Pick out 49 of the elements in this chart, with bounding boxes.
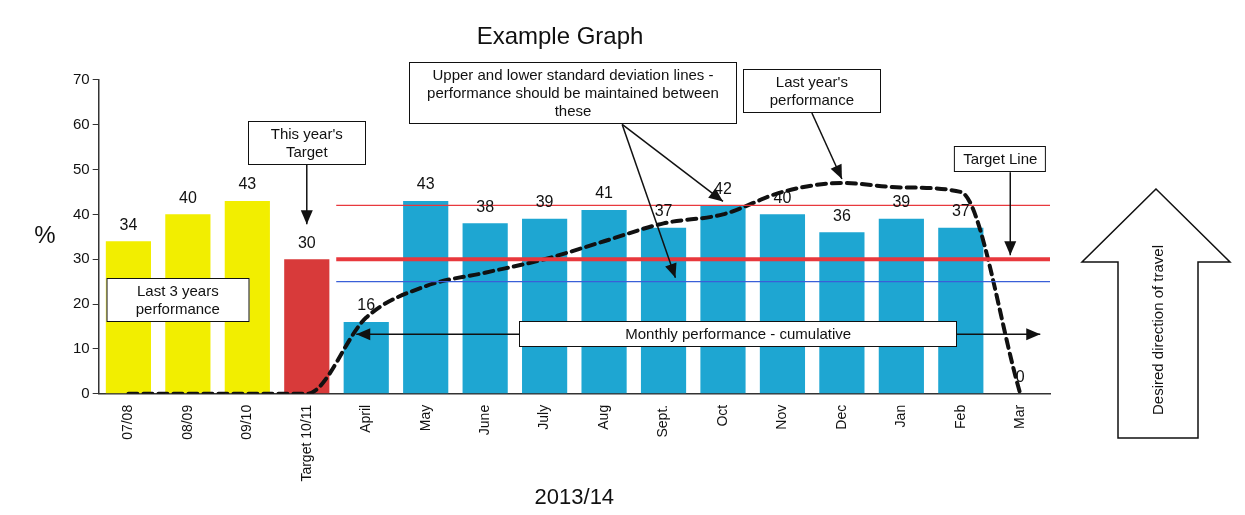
x-tick-label: Sept. [654, 404, 671, 438]
x-tick-label: Mar [1011, 404, 1028, 429]
bar [462, 223, 508, 394]
data-label: 30 [297, 233, 316, 251]
text-box: Last 3 years performance [106, 277, 250, 322]
data-label: 42 [714, 179, 732, 197]
y-tick-label: 20 [73, 294, 90, 312]
data-label: 16 [357, 296, 376, 314]
x-tick-label: May [416, 404, 433, 432]
x-tick-label: Oct [713, 404, 730, 427]
x-tick-label: Feb [951, 404, 968, 429]
y-tick-label: 0 [81, 383, 90, 401]
y-tick-label: 10 [73, 339, 90, 357]
data-label: 34 [119, 215, 138, 233]
data-label: 43 [238, 175, 257, 193]
data-label: 37 [951, 202, 970, 220]
x-tick-label: 07/08 [119, 404, 136, 440]
x-tick-label: June [476, 404, 493, 436]
bar [343, 322, 389, 394]
text-box: Upper and lower standard deviation lines - performance should be maintained between these [409, 62, 737, 125]
text-box: This year's Target [247, 120, 366, 165]
data-label: 43 [416, 175, 435, 193]
y-axis-title: % [34, 221, 56, 249]
data-label: 37 [654, 202, 673, 220]
data-label: 36 [833, 206, 851, 224]
x-tick-label: Dec [832, 404, 849, 430]
x-tick-label: Aug [594, 404, 611, 430]
data-label: 40 [178, 188, 197, 206]
x-tick-label: July [535, 404, 552, 430]
y-tick-label: 70 [73, 69, 90, 87]
bar [403, 200, 449, 394]
y-tick-label: 60 [73, 114, 90, 132]
x-tick-label: 08/09 [178, 404, 195, 440]
text-box: Last year's performance [742, 68, 881, 113]
x-tick-label: Nov [773, 404, 790, 430]
text-box: Monthly performance - cumulative [519, 321, 958, 348]
chart-title: Example Graph [476, 22, 644, 50]
x-tick-label: Jan [892, 404, 909, 428]
bar [284, 259, 330, 394]
text-box: Target Line [954, 146, 1047, 173]
y-tick-label: 30 [73, 249, 90, 267]
x-tick-label: April [357, 404, 374, 433]
y-tick-label: 50 [73, 159, 90, 177]
x-tick-label: Target 10/11 [297, 404, 314, 482]
x-tick-label: 09/10 [238, 404, 255, 440]
text: Desired direction of travel [1148, 244, 1166, 416]
x-axis-title: 2013/14 [534, 483, 615, 509]
data-label: 41 [595, 184, 614, 202]
y-tick-label: 40 [73, 204, 90, 222]
